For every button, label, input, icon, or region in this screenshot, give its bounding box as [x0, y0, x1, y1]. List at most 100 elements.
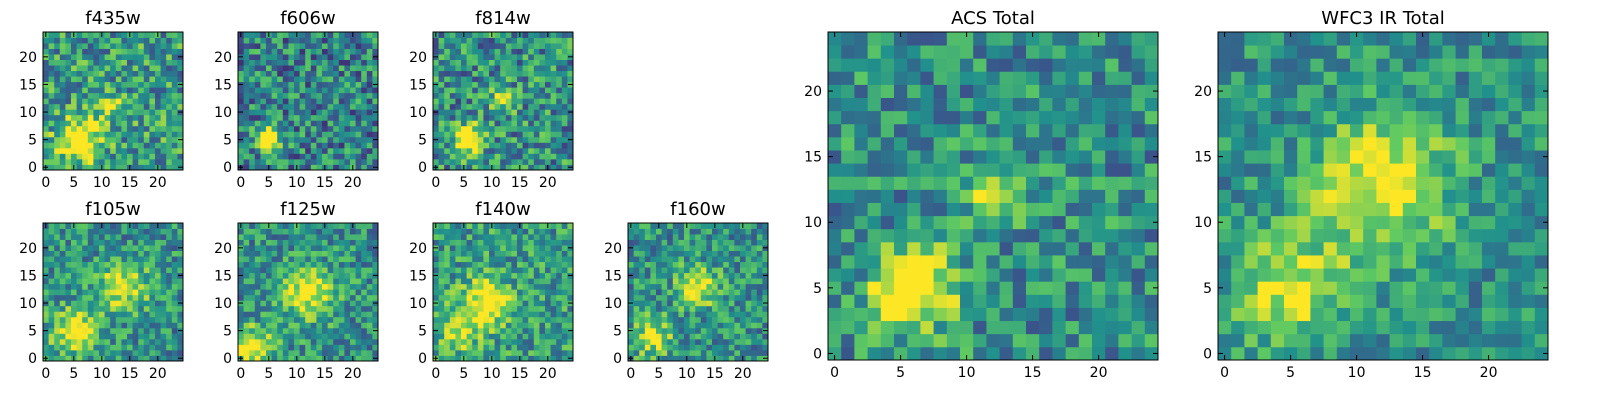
heatmap-cell	[751, 278, 758, 285]
heatmap-cell	[327, 70, 334, 77]
heatmap-cell	[511, 261, 518, 268]
heatmap-cell	[294, 120, 300, 127]
heatmap-cell	[138, 267, 145, 274]
heatmap-cell	[338, 267, 345, 274]
heatmap-cell	[350, 245, 356, 251]
heatmap-cell	[444, 92, 451, 99]
heatmap-cell	[59, 278, 66, 285]
heatmap-cell	[115, 300, 122, 307]
heatmap-cell	[489, 136, 495, 143]
heatmap-cell	[689, 261, 696, 268]
heatmap-cell	[87, 278, 94, 285]
heatmap-cell	[449, 234, 456, 240]
heatmap-cell	[277, 234, 284, 240]
heatmap-cell	[155, 37, 161, 44]
heatmap-cell	[71, 311, 77, 318]
heatmap-cell	[999, 228, 1014, 243]
heatmap-cell	[59, 344, 66, 351]
heatmap-cell	[672, 223, 679, 229]
heatmap-cell	[355, 239, 362, 246]
heatmap-cell	[695, 327, 702, 334]
heatmap-cell	[494, 272, 501, 279]
heatmap-cell	[350, 316, 356, 323]
heatmap-cell	[1105, 320, 1119, 335]
heatmap-cell	[76, 261, 83, 268]
heatmap-cell	[249, 294, 256, 301]
heatmap-cell	[1052, 215, 1066, 230]
heatmap-cell	[99, 59, 105, 66]
heatmap-cell	[361, 355, 368, 362]
heatmap-cell	[355, 142, 362, 149]
heatmap-cell	[65, 164, 72, 171]
heatmap-cell	[745, 228, 752, 235]
heatmap-cell	[483, 43, 490, 49]
heatmap-cell	[728, 349, 735, 356]
heatmap-cell	[678, 223, 685, 229]
heatmap-cell	[138, 223, 145, 229]
heatmap-cell	[333, 120, 340, 127]
heatmap-cell	[854, 202, 868, 217]
heatmap-cell	[138, 136, 145, 143]
heatmap-cell	[1052, 333, 1066, 348]
heatmap-cell	[461, 333, 467, 340]
heatmap-cell	[511, 327, 518, 334]
heatmap-cell	[327, 147, 334, 154]
heatmap-cell	[489, 158, 495, 165]
heatmap-cell	[433, 48, 439, 55]
heatmap-cell	[650, 228, 657, 235]
heatmap-cell	[143, 256, 150, 263]
y-tick-label: 20	[214, 241, 232, 257]
heatmap-cell	[266, 103, 272, 110]
heatmap-cell	[355, 305, 362, 312]
heatmap-cell	[539, 272, 546, 279]
heatmap-cell	[127, 228, 133, 235]
heatmap-cell	[483, 239, 490, 246]
heatmap-cell	[483, 59, 490, 66]
heatmap-cell	[528, 131, 535, 138]
heatmap-cell	[82, 239, 89, 246]
heatmap-cell	[960, 346, 974, 361]
heatmap-cell	[249, 164, 256, 171]
heatmap-cell	[99, 261, 105, 268]
heatmap-cell	[344, 103, 351, 110]
heatmap-cell	[449, 114, 456, 121]
heatmap-cell	[695, 267, 702, 274]
heatmap-cell	[561, 98, 568, 105]
heatmap-cell	[327, 294, 334, 301]
heatmap-cell	[500, 147, 507, 154]
heatmap-cell	[372, 311, 379, 318]
heatmap-cell	[449, 153, 456, 160]
heatmap-cell	[667, 349, 674, 356]
heatmap-cell	[533, 300, 540, 307]
heatmap-cell	[344, 333, 351, 340]
heatmap-cell	[260, 261, 267, 268]
heatmap-cell	[433, 289, 439, 296]
heatmap-cell	[71, 65, 77, 72]
heatmap-cell	[372, 267, 379, 274]
heatmap-cell	[633, 239, 640, 246]
heatmap-cell	[82, 54, 89, 60]
heatmap-cell	[138, 311, 145, 318]
heatmap-cell	[477, 98, 484, 105]
heatmap-cell	[166, 164, 173, 171]
heatmap-cell	[99, 283, 105, 290]
heatmap-cell	[700, 294, 707, 301]
heatmap-cell	[661, 278, 668, 285]
heatmap-cell	[149, 125, 156, 132]
heatmap-cell	[366, 256, 373, 263]
heatmap-cell	[288, 344, 295, 351]
heatmap-cell	[472, 153, 479, 160]
heatmap-cell	[294, 289, 300, 296]
heatmap-cell	[316, 65, 323, 72]
heatmap-cell	[299, 131, 306, 138]
heatmap-cell	[254, 158, 261, 165]
heatmap-cell	[288, 81, 295, 88]
heatmap-cell	[115, 131, 122, 138]
heatmap-cell	[1131, 202, 1146, 217]
heatmap-cell	[644, 333, 651, 340]
heatmap-cell	[550, 103, 557, 110]
heatmap-cell	[76, 87, 83, 94]
heatmap-cell	[249, 114, 256, 121]
heatmap-cell	[171, 158, 178, 165]
heatmap-cell	[1052, 255, 1066, 269]
